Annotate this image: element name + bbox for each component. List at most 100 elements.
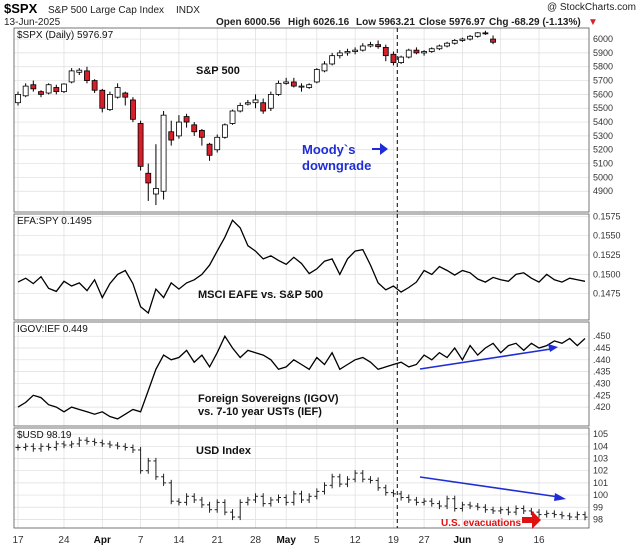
y-tick-label: 104 <box>593 441 608 451</box>
x-axis: 17 24 Apr 7 14 21 28 May 5 12 19 27 Jun 9 16 <box>12 535 545 546</box>
candle-body <box>99 89 106 109</box>
y-tick-label: 4900 <box>593 186 613 196</box>
x-tick-label: 17 <box>12 535 24 546</box>
y-tick-label: 6000 <box>593 34 613 44</box>
candle-body <box>329 55 336 65</box>
downgrade-label: downgrade <box>302 158 371 173</box>
panel-label: $SPX (Daily) 5976.97 <box>17 30 114 41</box>
usd-trend-line <box>419 476 560 498</box>
y-tick-label: .435 <box>593 367 611 377</box>
y-tick-label: 0.1500 <box>593 269 621 279</box>
efa-annotation: MSCI EAFE vs. S&P 500 <box>198 289 323 301</box>
y-tick-label: .445 <box>593 343 611 353</box>
candle-body <box>344 51 351 54</box>
evacuations-label: U.S. evacuations <box>441 518 521 529</box>
candle-body <box>382 46 389 57</box>
x-tick-label: 5 <box>314 535 320 546</box>
y-tick-label: 0.1475 <box>593 289 621 299</box>
igov-trend-line <box>419 348 552 370</box>
candle-body <box>122 92 129 98</box>
y-tick-label: 5500 <box>593 103 613 113</box>
x-tick-label: May <box>276 535 296 546</box>
evacuations-arrow-icon <box>522 511 541 529</box>
x-tick-label: 7 <box>138 535 144 546</box>
candle-body <box>237 105 244 112</box>
candle-body <box>84 70 90 81</box>
y-tick-label: 5600 <box>593 89 613 99</box>
x-tick-label: 28 <box>250 535 262 546</box>
igov-ief-line <box>17 334 586 420</box>
candle-body <box>405 49 412 58</box>
candle-body <box>267 94 274 109</box>
x-tick-label: 24 <box>58 535 70 546</box>
y-tick-label: 5900 <box>593 48 613 58</box>
y-tick-label: .450 <box>593 331 611 341</box>
candle-body <box>22 85 29 97</box>
candle-body <box>428 48 435 52</box>
panel-frame <box>13 321 590 427</box>
panels-layer: 4900 5000 5100 5200 5300 5400 5500 5600 5700 5800… <box>13 27 621 529</box>
candle-body <box>482 32 489 35</box>
candle-body <box>413 49 420 54</box>
candle-body <box>206 143 213 156</box>
candle-body <box>160 114 167 192</box>
usd-annotation: USD Index <box>196 445 252 457</box>
candle-body <box>467 35 473 40</box>
y-tick-label: .440 <box>593 355 611 365</box>
x-tick-label: 19 <box>388 535 400 546</box>
y-tick-label: 5100 <box>593 159 613 169</box>
change-value: Chg -68.29 (-1.13%) <box>489 17 581 28</box>
candle-body <box>375 44 382 48</box>
chart-date: 13-Jun-2025 <box>4 17 61 28</box>
y-tick-label: .425 <box>593 390 611 400</box>
igov-annotation-1: Foreign Sovereigns (IGOV) <box>198 393 339 405</box>
candle-body <box>229 110 236 124</box>
close-value: Close 5976.97 <box>419 17 486 28</box>
candle-body <box>191 124 198 133</box>
open-value: Open 6000.56 <box>216 17 281 28</box>
index-name: S&P 500 Large Cap Index <box>48 5 164 16</box>
candle-body <box>130 99 136 120</box>
x-tick-label: Jun <box>454 535 472 546</box>
candle-body <box>168 131 175 141</box>
usd-arrow-icon <box>554 493 566 501</box>
y-tick-label: 5000 <box>593 172 613 182</box>
candle-body <box>153 188 159 195</box>
candle-body <box>30 84 37 90</box>
candle-body <box>221 124 228 138</box>
candle-body <box>298 85 305 88</box>
spx-annotation: S&P 500 <box>196 65 240 77</box>
candle-body <box>76 69 83 73</box>
y-tick-label: 5800 <box>593 62 613 72</box>
candle-body <box>114 87 121 98</box>
candle-body <box>15 94 21 104</box>
candle-body <box>183 116 190 123</box>
panel-frame <box>13 427 590 529</box>
candle-body <box>421 51 427 54</box>
candle-body <box>474 32 481 37</box>
y-tick-label: 0.1525 <box>593 250 621 260</box>
candle-body <box>313 69 320 83</box>
moodys-label: Moody`s <box>302 142 355 157</box>
y-tick-label: 100 <box>593 490 608 500</box>
candle-body <box>290 81 297 87</box>
symbol-title: $SPX <box>4 1 38 16</box>
candle-body <box>91 80 98 91</box>
candle-body <box>367 44 374 47</box>
panel-frame <box>13 27 590 213</box>
high-value: High 6026.16 <box>288 17 350 28</box>
y-tick-label: 99 <box>593 502 603 512</box>
candle-body <box>214 136 221 151</box>
candle-body <box>107 94 113 111</box>
x-tick-label: 14 <box>173 535 185 546</box>
panel-frame <box>13 213 590 321</box>
y-tick-label: 5300 <box>593 131 613 141</box>
panel-label: $USD 98.19 <box>17 430 72 441</box>
y-tick-label: 102 <box>593 466 608 476</box>
x-tick-label: 9 <box>498 535 504 546</box>
candle-body <box>61 83 67 93</box>
candle-body <box>176 121 182 137</box>
candle-body <box>306 84 313 88</box>
candle-body <box>198 129 205 138</box>
